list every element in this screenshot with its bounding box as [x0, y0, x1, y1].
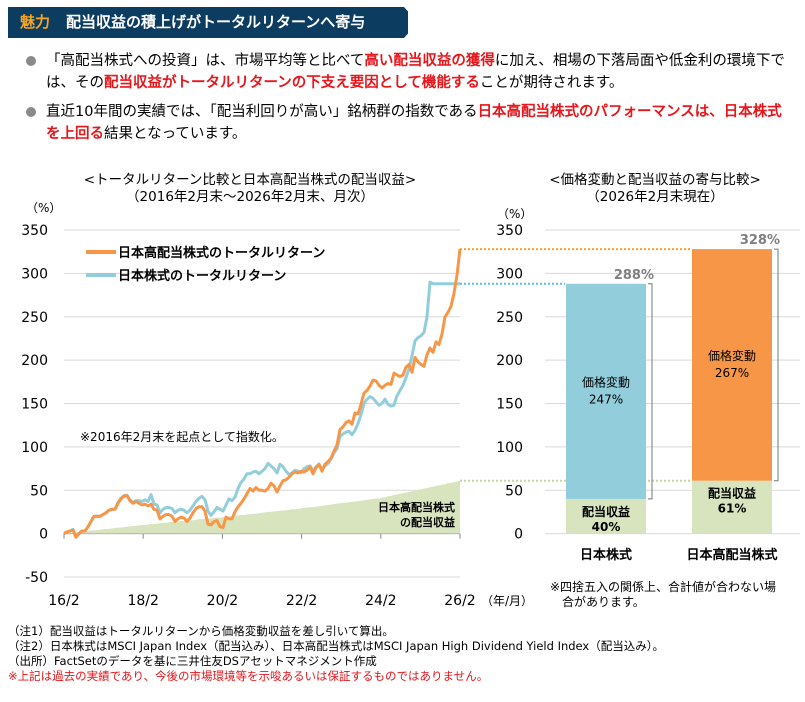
x-tick-label: 24/2 [365, 593, 396, 609]
x-tick-label: 22/2 [286, 593, 317, 609]
y-tick-label: 250 [21, 310, 48, 326]
line-chart-title-text: <トータルリターン比較と日本高配当株式の配当収益> [83, 172, 417, 188]
emphasis-text: 高い配当収益の獲得 [364, 53, 495, 69]
bullet-2: 直近10年間の実績では、「配当利回りが高い」銘柄群の指数である日本高配当株式のパ… [26, 101, 796, 145]
bar-y-tick-label: 0 [514, 527, 523, 543]
y-tick-label: 150 [21, 397, 48, 413]
bar-y-tick-label: 200 [496, 353, 523, 369]
header-tag: 魅力 [20, 13, 51, 31]
bar-dividend-label: 配当収益 [708, 486, 756, 501]
total-bracket [774, 248, 779, 482]
bar-y-tick-label: 150 [496, 397, 523, 413]
bar-total-label: 288% [614, 268, 654, 283]
bar-chart-title-text: <価格変動と配当収益の寄与比較> [549, 172, 761, 188]
high-dividend-line [63, 248, 462, 539]
line-chart-title: <トータルリターン比較と日本高配当株式の配当収益> （2016年2月末～2026… [20, 172, 480, 206]
body-text: 「高配当株式への投資」は、市場平均等と比べて [46, 53, 365, 69]
bar-price-label: 価格変動 [708, 348, 756, 363]
x-tick-label: 20/2 [207, 593, 238, 609]
legend-label: 日本株式のトータルリターン [118, 268, 286, 284]
bar-note: ※四捨五入の関係上、合計値が合わない場 [550, 579, 776, 594]
bar-y-tick-label: 250 [496, 310, 523, 326]
bar-dividend-label: 配当収益 [582, 504, 630, 519]
bullet-dot-icon [26, 56, 36, 66]
bar-note: 合があります。 [562, 594, 645, 609]
emphasis-text: 配当収益がトータルリターンの下支え要因として機能する [104, 75, 480, 91]
x-tick-label: 26/2 [444, 593, 475, 609]
bar-y-tick-label: 100 [496, 440, 523, 456]
dividend-area [64, 480, 460, 534]
legend-label: 日本高配当株式のトータルリターン [118, 245, 325, 261]
x-tick-label: 18/2 [127, 593, 158, 609]
bar-dividend-value: 40% [592, 520, 621, 534]
line-chart-y-unit: （%） [26, 201, 62, 215]
bar-dividend-segment [566, 498, 646, 534]
footnote-1: （注1）配当収益はトータルリターンから価格変動収益を差し引いて算出。 [8, 624, 394, 638]
y-tick-label: 0 [39, 527, 48, 543]
footnote-2: （注2）日本株式はMSCI Japan Index（配当込み）、日本高配当株式は… [8, 639, 664, 653]
bar-dividend-value: 61% [718, 502, 747, 516]
bar-price-segment [566, 283, 646, 499]
header-banner [8, 7, 408, 38]
line-chart-subtitle: （2016年2月末～2026年2月末、月次） [126, 189, 374, 205]
bullet-1: 「高配当株式への投資」は、市場平均等と比べて高い配当収益の獲得に加え、相場の下落… [26, 50, 796, 94]
bullet-dot-icon [26, 107, 36, 117]
body-text: 結果となっています。 [104, 126, 247, 142]
area-label: 日本高配当株式 [378, 500, 455, 514]
emphasis-text: 日本高配当株式のパフォーマンスは、日本株式を上回る [46, 104, 782, 142]
bar-category-label: 日本高配当株式 [686, 547, 777, 563]
bar-category-label: 日本株式 [580, 547, 632, 563]
bar-total-label: 328% [740, 233, 780, 248]
y-tick-label: 300 [21, 266, 48, 282]
y-tick-label: 350 [21, 223, 48, 239]
x-tick-label: 16/2 [48, 593, 79, 609]
x-axis-unit: （年/月） [481, 594, 533, 608]
bar-y-tick-label: 50 [505, 483, 523, 499]
bar-y-tick-label: 300 [496, 266, 523, 282]
body-text: に加え、相場の下落局面や低金利の環境下では、その [46, 53, 785, 91]
bullet-text: 「高配当株式への投資」は、市場平均等と比べて高い配当収益の獲得に加え、相場の下落… [46, 50, 796, 94]
y-tick-label: 50 [30, 483, 48, 499]
header-title: 配当収益の積上げがトータルリターンへ寄与 [66, 13, 366, 31]
bar-chart-y-unit: （%） [497, 207, 533, 221]
index-annotation: ※2016年2月末を起点として指数化。 [80, 429, 284, 444]
bar-chart-title: <価格変動と配当収益の寄与比較> （2026年2月末現在） [510, 172, 800, 206]
bar-y-tick-label: 350 [496, 223, 523, 239]
bar-chart-subtitle: （2026年2月末現在） [586, 189, 724, 205]
body-text: ことが期待されます。 [479, 75, 624, 91]
charts-canvas: -50 0 50 100 150 200 250 300 350 16/2 18/2 20/2 22/2… [21, 223, 800, 609]
body-text: 直近10年間の実績では、「配当利回りが高い」銘柄群の指数である [46, 104, 478, 120]
footnote-source: （出所）FactSetのデータを基に三井住友DSアセットマネジメント作成 [8, 654, 377, 668]
area-label: の配当収益 [400, 515, 455, 529]
total-bracket [648, 283, 653, 500]
y-tick-label: -50 [25, 570, 48, 586]
footnotes: （注1）配当収益はトータルリターンから価格変動収益を差し引いて算出。 （注2）日… [8, 624, 664, 684]
bar-price-segment [692, 249, 772, 481]
bar-price-label: 価格変動 [582, 374, 630, 389]
bullet-text: 直近10年間の実績では、「配当利回りが高い」銘柄群の指数である日本高配当株式のパ… [46, 101, 796, 145]
y-tick-label: 200 [21, 353, 48, 369]
disclaimer: ※上記は過去の実績であり、今後の市場環境等を示唆あるいは保証するものではありませ… [8, 669, 489, 683]
bar-price-value: 267% [715, 366, 749, 380]
y-tick-label: 100 [21, 440, 48, 456]
bar-dividend-segment [692, 480, 772, 534]
bar-price-value: 247% [589, 392, 623, 406]
